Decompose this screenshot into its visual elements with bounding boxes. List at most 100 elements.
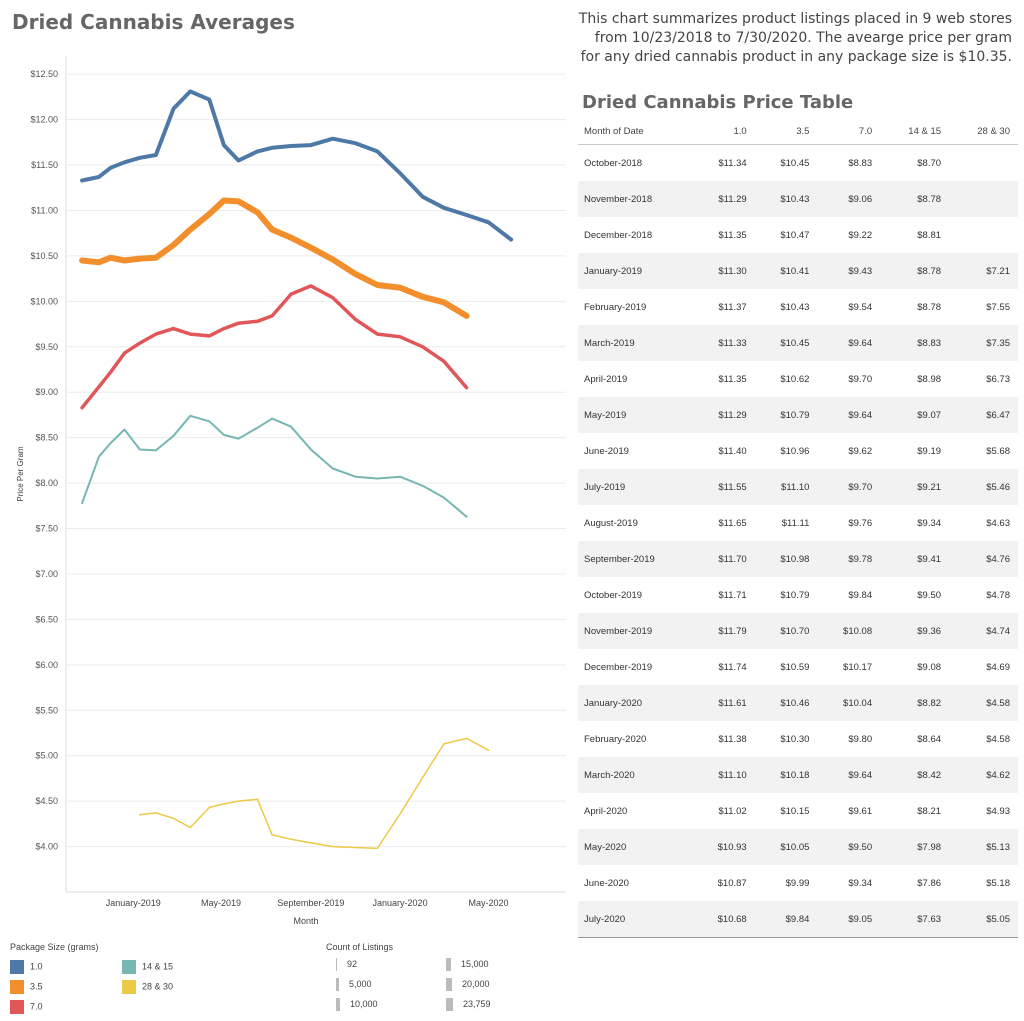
price-cell: $10.59	[780, 661, 810, 673]
series-line-14-15	[81, 414, 468, 518]
price-cell: $9.64	[848, 769, 873, 781]
price-cell: $11.71	[718, 589, 747, 601]
price-cell: $10.79	[780, 409, 810, 421]
month-cell: September-2019	[584, 553, 655, 565]
table-row: June-2019 $11.40 $10.96 $9.62 $9.19 $5.68	[578, 433, 1018, 469]
y-tick-label: $8.50	[35, 433, 58, 443]
table-row: January-2019 $11.30 $10.41 $9.43 $8.78 $7.21	[578, 253, 1018, 289]
count-legend-item: 5,000	[336, 978, 372, 991]
month-cell: November-2018	[584, 193, 653, 205]
legend-label: 3.5	[30, 981, 43, 992]
price-cell: $8.42	[917, 769, 942, 781]
price-cell: $9.62	[848, 445, 873, 457]
price-cell: $11.10	[718, 769, 747, 781]
month-cell: November-2019	[584, 625, 653, 637]
count-legend-label: 5,000	[349, 978, 372, 989]
price-cell: $11.34	[718, 157, 747, 169]
table-row: March-2020 $11.10 $10.18 $9.64 $8.42 $4.62	[578, 757, 1018, 793]
chart-summary: This chart summarizes product listings p…	[578, 11, 1012, 65]
price-cell: $11.70	[718, 553, 747, 565]
x-tick-label: January-2019	[106, 898, 161, 908]
table-row: October-2018 $11.34 $10.45 $8.83 $8.70	[578, 145, 1018, 182]
price-cell: $10.43	[780, 301, 810, 313]
price-cell: $8.78	[917, 265, 942, 277]
price-cell: $9.99	[785, 877, 810, 889]
count-legend-title: Count of Listings	[326, 942, 394, 952]
y-tick-label: $10.50	[30, 251, 58, 261]
price-cell: $4.76	[986, 553, 1010, 565]
price-cell: $11.30	[718, 265, 747, 277]
price-cell: $9.78	[848, 553, 873, 565]
price-cell: $9.80	[848, 733, 873, 745]
package-legend-title: Package Size (grams)	[10, 942, 99, 952]
count-legend-item: 15,000	[446, 958, 489, 971]
price-cell: $10.43	[780, 193, 810, 205]
count-size-mark	[446, 958, 451, 971]
price-cell: $4.58	[986, 697, 1010, 709]
month-cell: January-2020	[584, 697, 643, 709]
price-cell: $11.79	[718, 625, 747, 637]
count-legend: Count of Listings 92 5,000 10,000 15,000 20,…	[326, 942, 546, 1017]
count-legend-label: 10,000	[350, 998, 378, 1009]
price-cell: $8.78	[917, 301, 942, 313]
legend-swatch	[122, 960, 136, 974]
price-cell: $9.41	[917, 553, 942, 565]
price-cell: $11.10	[781, 481, 810, 493]
legend-item: 7.0	[10, 1000, 43, 1014]
table-row: August-2019 $11.65 $11.11 $9.76 $9.34 $4.63	[578, 505, 1018, 541]
y-tick-label: $11.00	[31, 205, 58, 215]
count-legend-item: 10,000	[336, 998, 378, 1011]
legend-item: 28 & 30	[122, 980, 173, 994]
price-cell: $9.84	[754, 901, 818, 938]
table-row: April-2020 $11.02 $10.15 $9.61 $8.21 $4.93	[578, 793, 1018, 829]
price-cell: $8.83	[848, 157, 873, 169]
price-cell: $8.70	[917, 157, 942, 169]
price-cell: $10.30	[780, 733, 810, 745]
price-cell: $10.45	[780, 337, 810, 349]
package-size-legend: Package Size (grams) 1.0 3.5 7.0 14 & 15 28 …	[10, 942, 310, 1017]
legend-swatch	[10, 980, 24, 994]
price-cell: $7.21	[986, 265, 1010, 277]
price-cell: $8.78	[917, 193, 942, 205]
y-tick-label: $5.00	[35, 751, 58, 761]
month-cell: July-2019	[584, 481, 626, 493]
price-cell: $9.05	[817, 901, 881, 938]
table-header-cell: Month of Date	[578, 118, 692, 145]
price-cell: $9.64	[848, 337, 873, 349]
chart-title: Dried Cannabis Averages	[12, 10, 295, 34]
month-cell: July-2020	[578, 901, 692, 938]
price-cell: $10.17	[843, 661, 873, 673]
table-row: April-2019 $11.35 $10.62 $9.70 $8.98 $6.73	[578, 361, 1018, 397]
y-tick-label: $6.50	[35, 614, 58, 624]
price-cell: $9.50	[917, 589, 942, 601]
price-cell: $10.87	[717, 877, 747, 889]
price-cell: $9.36	[917, 625, 942, 637]
price-cell: $9.08	[917, 661, 942, 673]
count-legend-label: 92	[347, 958, 358, 969]
price-cell: $10.93	[717, 841, 747, 853]
price-cell	[949, 181, 1018, 217]
price-cell: $11.61	[718, 697, 747, 709]
table-row: March-2019 $11.33 $10.45 $9.64 $8.83 $7.35	[578, 325, 1018, 361]
legend-label: 14 & 15	[142, 961, 174, 972]
price-cell: $9.76	[848, 517, 873, 529]
x-tick-label: May-2020	[468, 898, 508, 908]
price-cell: $10.96	[780, 445, 810, 457]
table-header-cell: 1.0	[692, 118, 755, 145]
price-cell: $8.64	[917, 733, 942, 745]
price-cell: $10.04	[843, 697, 873, 709]
month-cell: February-2020	[584, 733, 647, 745]
price-cell: $9.61	[848, 805, 873, 817]
price-cell: $9.19	[917, 445, 942, 457]
table-row: September-2019 $11.70 $10.98 $9.78 $9.41 $4.7…	[578, 541, 1018, 577]
price-cell: $5.13	[986, 841, 1010, 853]
price-cell: $11.40	[718, 445, 747, 457]
y-tick-label: $7.50	[35, 524, 58, 534]
price-cell: $6.73	[986, 373, 1010, 385]
count-legend-label: 23,759	[463, 998, 491, 1009]
table-row: October-2019 $11.71 $10.79 $9.84 $9.50 $4.78	[578, 577, 1018, 613]
month-cell: May-2020	[584, 841, 627, 853]
table-row: May-2020 $10.93 $10.05 $9.50 $7.98 $5.13	[578, 829, 1018, 865]
month-cell: December-2018	[584, 229, 653, 241]
price-table: Month of Date 1.0 3.5 7.0 14 & 15 28 & 30 Oct…	[578, 118, 1018, 938]
